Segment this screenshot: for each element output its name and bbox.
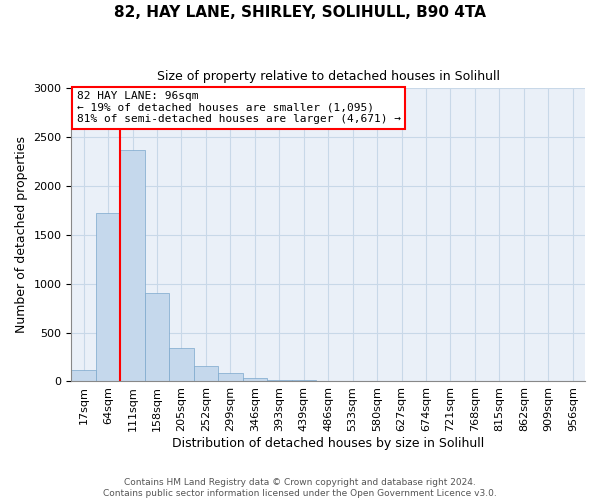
Bar [145,292,169,382]
Bar [121,150,145,382]
Text: Contains HM Land Registry data © Crown copyright and database right 2024.
Contai: Contains HM Land Registry data © Crown c… [103,478,497,498]
Bar [71,370,96,382]
Bar [194,366,218,382]
Bar [218,373,242,382]
X-axis label: Distribution of detached houses by size in Solihull: Distribution of detached houses by size … [172,437,484,450]
Y-axis label: Number of detached properties: Number of detached properties [15,136,28,334]
Text: 82 HAY LANE: 96sqm
← 19% of detached houses are smaller (1,095)
81% of semi-deta: 82 HAY LANE: 96sqm ← 19% of detached hou… [77,92,401,124]
Title: Size of property relative to detached houses in Solihull: Size of property relative to detached ho… [157,70,500,83]
Bar [96,214,121,382]
Text: 82, HAY LANE, SHIRLEY, SOLIHULL, B90 4TA: 82, HAY LANE, SHIRLEY, SOLIHULL, B90 4TA [114,5,486,20]
Bar [267,380,292,382]
Bar [169,348,194,382]
Bar [242,378,267,382]
Bar [292,380,316,382]
